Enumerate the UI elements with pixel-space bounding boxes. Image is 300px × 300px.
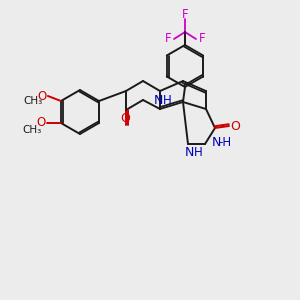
Text: N: N bbox=[211, 136, 221, 149]
Text: O: O bbox=[36, 116, 46, 130]
Text: N: N bbox=[184, 146, 194, 160]
Text: O: O bbox=[230, 119, 240, 133]
Text: O: O bbox=[120, 112, 130, 124]
Text: F: F bbox=[199, 32, 205, 46]
Text: O: O bbox=[37, 89, 46, 103]
Text: F: F bbox=[182, 8, 188, 20]
Text: H: H bbox=[163, 94, 171, 107]
Text: CH₃: CH₃ bbox=[23, 96, 43, 106]
Text: N: N bbox=[153, 94, 163, 107]
Text: CH₃: CH₃ bbox=[22, 125, 42, 135]
Text: H: H bbox=[194, 146, 202, 160]
Text: F: F bbox=[165, 32, 171, 46]
Text: -H: -H bbox=[218, 136, 232, 149]
